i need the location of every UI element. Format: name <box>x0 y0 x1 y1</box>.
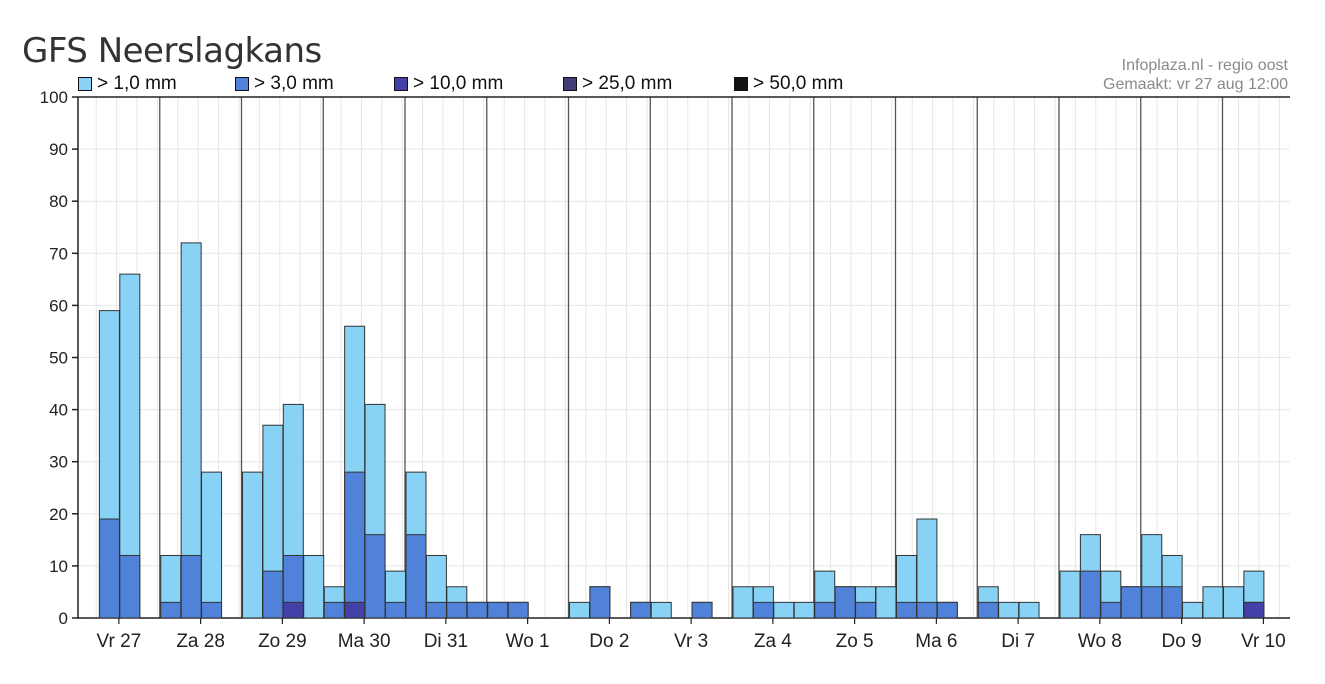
x-tick-label: Ma 6 <box>915 631 957 652</box>
bar-2-33 <box>752 601 774 619</box>
x-tick-label: Di 7 <box>1001 631 1035 652</box>
bar-1-48 <box>1059 570 1081 619</box>
bar-2-52 <box>1141 586 1163 619</box>
bar-1-45 <box>998 601 1020 619</box>
bar-1-34 <box>773 601 795 619</box>
legend-label-50mm: > 50,0 mm <box>753 73 844 94</box>
bar-2-36 <box>814 601 836 619</box>
bar-2-20 <box>487 601 509 619</box>
x-tick-label: Zo 29 <box>258 631 307 652</box>
bar-1-39 <box>875 586 897 619</box>
bar-2-27 <box>630 601 652 619</box>
x-tick-label: Do 2 <box>589 631 629 652</box>
bar-2-40 <box>896 601 917 619</box>
x-tick-label: Za 28 <box>176 631 225 652</box>
bar-2-9 <box>262 570 284 619</box>
legend-item-50mm: > 50,0 mm <box>734 73 843 95</box>
bar-2-50 <box>1100 601 1122 619</box>
bar-2-53 <box>1161 586 1183 619</box>
bar-2-30 <box>691 601 713 619</box>
bar-2-1 <box>98 518 120 619</box>
bar-2-17 <box>425 601 447 619</box>
legend-label-10mm: > 10,0 mm <box>413 73 504 94</box>
bar-1-28 <box>650 601 672 619</box>
bar-2-25 <box>589 586 611 619</box>
bar-2-6 <box>201 601 223 619</box>
bar-2-16 <box>405 534 427 619</box>
y-tick-label: 90 <box>49 140 68 159</box>
x-tick-label: Vr 27 <box>97 631 142 652</box>
bar-1-8 <box>242 471 263 619</box>
y-tick-label: 100 <box>40 88 68 107</box>
bar-1-55 <box>1202 586 1224 619</box>
bar-2-13 <box>344 471 366 619</box>
bar-2-4 <box>160 601 182 619</box>
bar-3-10 <box>282 601 304 619</box>
legend-swatch-50mm <box>734 77 748 91</box>
bar-2-21 <box>507 601 529 619</box>
x-tick-label: Do 9 <box>1162 631 1202 652</box>
bar-2-49 <box>1079 570 1101 619</box>
x-tick-label: Zo 5 <box>836 631 874 652</box>
legend-label-25mm: > 25,0 mm <box>582 73 673 94</box>
bar-1-54 <box>1182 601 1204 619</box>
bar-2-44 <box>977 601 999 619</box>
legend-item-25mm: > 25,0 mm <box>563 73 672 95</box>
y-tick-label: 70 <box>49 244 68 263</box>
legend-label-3mm: > 3,0 mm <box>254 73 334 94</box>
bar-1-24 <box>569 601 590 619</box>
x-tick-label: Vr 10 <box>1241 631 1286 652</box>
bar-2-51 <box>1120 586 1142 619</box>
legend-item-3mm: > 3,0 mm <box>235 73 334 95</box>
bar-3-13 <box>344 601 366 619</box>
bar-2-5 <box>180 554 202 619</box>
bar-1-56 <box>1223 586 1244 619</box>
legend-label-1mm: > 1,0 mm <box>97 73 177 94</box>
bar-2-38 <box>855 601 877 619</box>
bar-2-2 <box>119 554 141 619</box>
legend-swatch-10mm <box>394 77 408 91</box>
bar-2-14 <box>364 534 386 619</box>
label-clip-mask <box>1291 624 1325 664</box>
bar-2-42 <box>936 601 958 619</box>
legend-swatch-3mm <box>235 77 249 91</box>
bar-1-46 <box>1018 601 1040 619</box>
bar-2-12 <box>323 601 345 619</box>
created-line: Gemaakt: vr 27 aug 12:00 <box>1103 76 1288 93</box>
y-tick-label: 50 <box>49 349 68 368</box>
bar-2-37 <box>834 586 856 619</box>
x-tick-label: Wo 1 <box>506 631 550 652</box>
legend-item-1mm: > 1,0 mm <box>78 73 177 95</box>
bar-1-6 <box>201 471 223 619</box>
bar-1-32 <box>732 586 754 619</box>
x-tick-label: Ma 30 <box>338 631 391 652</box>
y-tick-label: 10 <box>49 557 68 576</box>
bar-2-18 <box>446 601 468 619</box>
bar-2-15 <box>384 601 406 619</box>
y-tick-label: 0 <box>59 609 68 628</box>
legend-swatch-1mm <box>78 77 92 91</box>
bar-1-35 <box>793 601 815 619</box>
x-tick-label: Za 4 <box>754 631 792 652</box>
bar-2-41 <box>916 601 938 619</box>
x-tick-label: Vr 3 <box>674 631 708 652</box>
bar-1-11 <box>303 554 325 619</box>
bar-3-57 <box>1243 601 1265 619</box>
legend-swatch-25mm <box>563 77 577 91</box>
x-tick-label: Di 31 <box>424 631 468 652</box>
x-tick-label: Wo 8 <box>1078 631 1122 652</box>
page-title: GFS Neerslagkans <box>22 30 322 71</box>
legend-item-10mm: > 10,0 mm <box>394 73 503 95</box>
y-tick-label: 30 <box>49 453 68 472</box>
source-info: Infoplaza.nl - regio oost Gemaakt: vr 27… <box>1103 56 1288 94</box>
y-tick-label: 80 <box>49 192 68 211</box>
y-tick-label: 60 <box>49 296 68 315</box>
y-tick-label: 20 <box>49 505 68 524</box>
source-line: Infoplaza.nl - regio oost <box>1121 57 1288 74</box>
y-tick-label: 40 <box>49 401 68 420</box>
bar-2-19 <box>466 601 488 619</box>
